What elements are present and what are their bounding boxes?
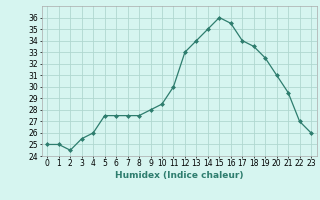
X-axis label: Humidex (Indice chaleur): Humidex (Indice chaleur) xyxy=(115,171,244,180)
